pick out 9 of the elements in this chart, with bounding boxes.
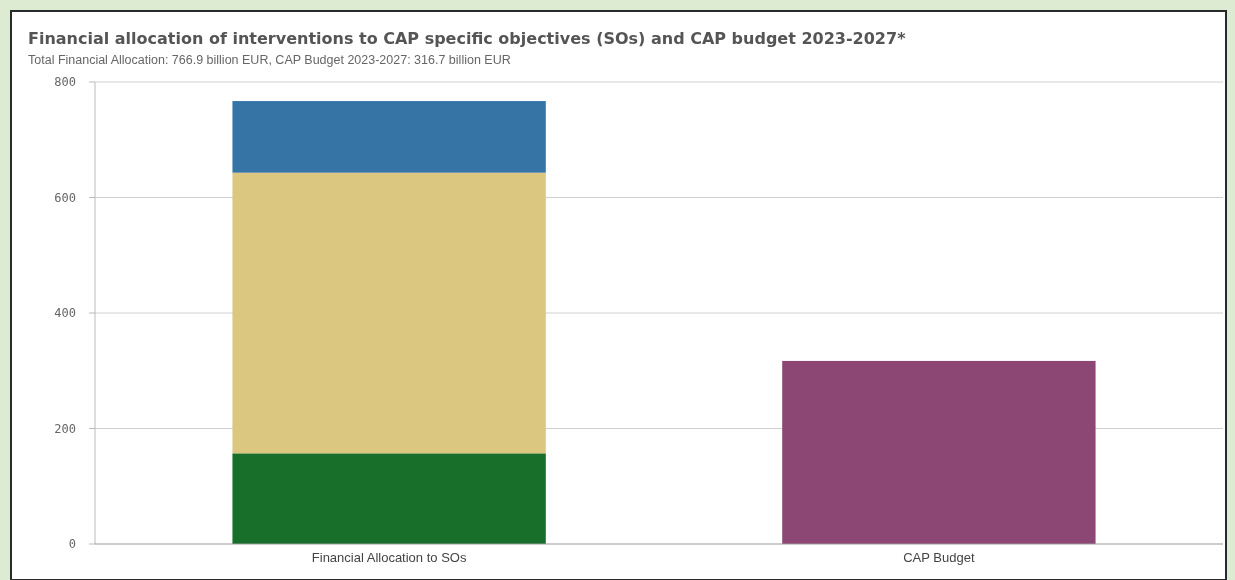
- x-tick-label: Financial Allocation to SOs: [311, 550, 467, 565]
- y-tick-label: 400: [54, 306, 76, 321]
- y-tick-label: 0: [68, 537, 76, 552]
- y-tick-label: 200: [54, 421, 76, 436]
- chart-subtitle: Total Financial Allocation: 766.9 billion EUR, CAP Budget 2023-2027: 316.7 billion EUR: [28, 53, 511, 67]
- y-tick-label: 800: [54, 75, 76, 90]
- y-tick-label: 600: [54, 190, 76, 205]
- chart-title: Financial allocation of interventions to CAP specific objectives (SOs) and CAP budget 2023-2027*: [28, 29, 907, 48]
- x-tick-label: CAP Budget: [903, 550, 975, 565]
